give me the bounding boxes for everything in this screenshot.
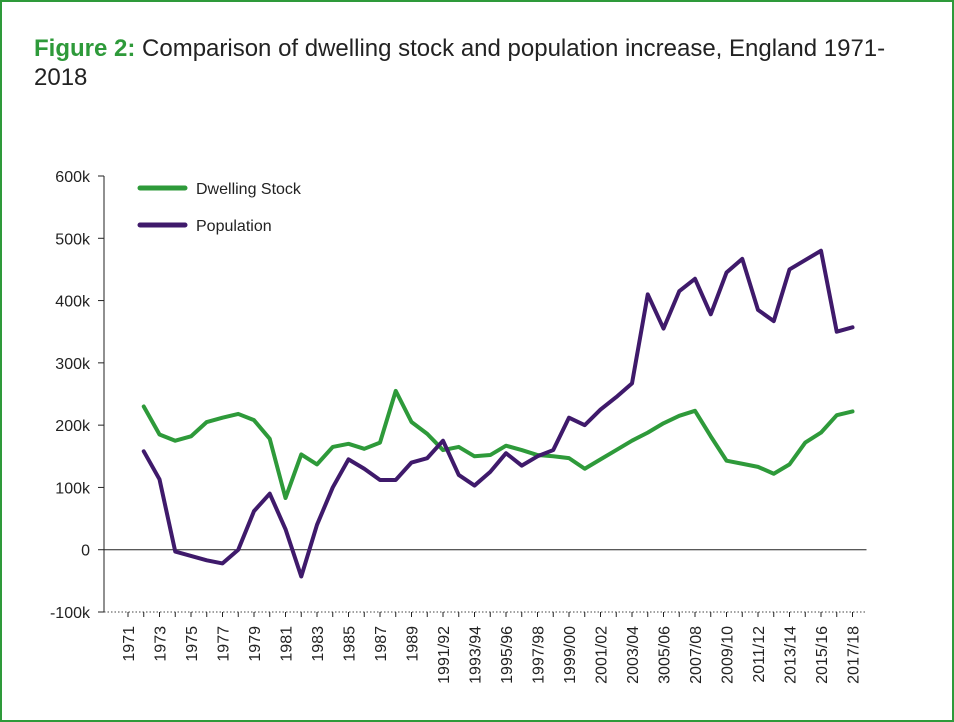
dwelling-stock-line (141, 388, 855, 501)
y-tick-label: 0 (81, 543, 90, 560)
x-tick-label: 1993/94 (468, 626, 485, 684)
x-tick-label: 2013/14 (783, 626, 800, 684)
x-tick-label: 1997/98 (531, 626, 548, 684)
y-tick-label: -100k (50, 605, 91, 622)
figure-title-text: Comparison of dwelling stock and populat… (34, 35, 886, 91)
x-tick-label: 1975 (184, 626, 201, 662)
legend-label-population: Population (196, 218, 272, 235)
x-tick-label: 2011/12 (751, 626, 768, 683)
x-tick-label: 1987 (373, 626, 390, 662)
x-tick-label: 3005/06 (657, 626, 674, 684)
x-tick-label: 1989 (405, 626, 422, 662)
x-tick-label: 1991/92 (436, 626, 453, 684)
population-line (141, 248, 855, 579)
x-tick-label: 1979 (247, 626, 264, 662)
figure-label: Figure 2: (34, 35, 136, 62)
x-tick-label: 1985 (342, 626, 359, 662)
x-tick-label: 2007/08 (688, 626, 705, 684)
x-tick-label: 1973 (153, 626, 170, 662)
x-tick-label: 1971 (121, 626, 138, 662)
x-tick-label: 1981 (279, 626, 296, 662)
figure-title: Figure 2: Comparison of dwelling stock a… (34, 34, 894, 92)
x-tick-label: 1983 (310, 626, 327, 662)
x-tick-label: 1999/00 (562, 626, 579, 684)
x-tick-label: 2003/04 (625, 626, 642, 684)
x-tick-label: 2001/02 (594, 626, 611, 684)
y-tick-label: 200k (55, 418, 91, 435)
y-tick-label: 100k (55, 480, 91, 497)
legend-label-dwelling-stock: Dwelling Stock (196, 181, 302, 198)
x-tick-label: 2015/16 (814, 626, 831, 684)
x-tick-label: 1995/96 (499, 626, 516, 684)
x-tick-label: 2009/10 (720, 626, 737, 684)
y-tick-label: 500k (55, 231, 91, 248)
y-tick-label: 600k (55, 169, 91, 186)
y-tick-label: 400k (55, 294, 91, 311)
x-tick-label: 1977 (216, 626, 233, 662)
x-tick-label: 2017/18 (846, 626, 863, 684)
y-tick-label: 300k (55, 356, 91, 373)
